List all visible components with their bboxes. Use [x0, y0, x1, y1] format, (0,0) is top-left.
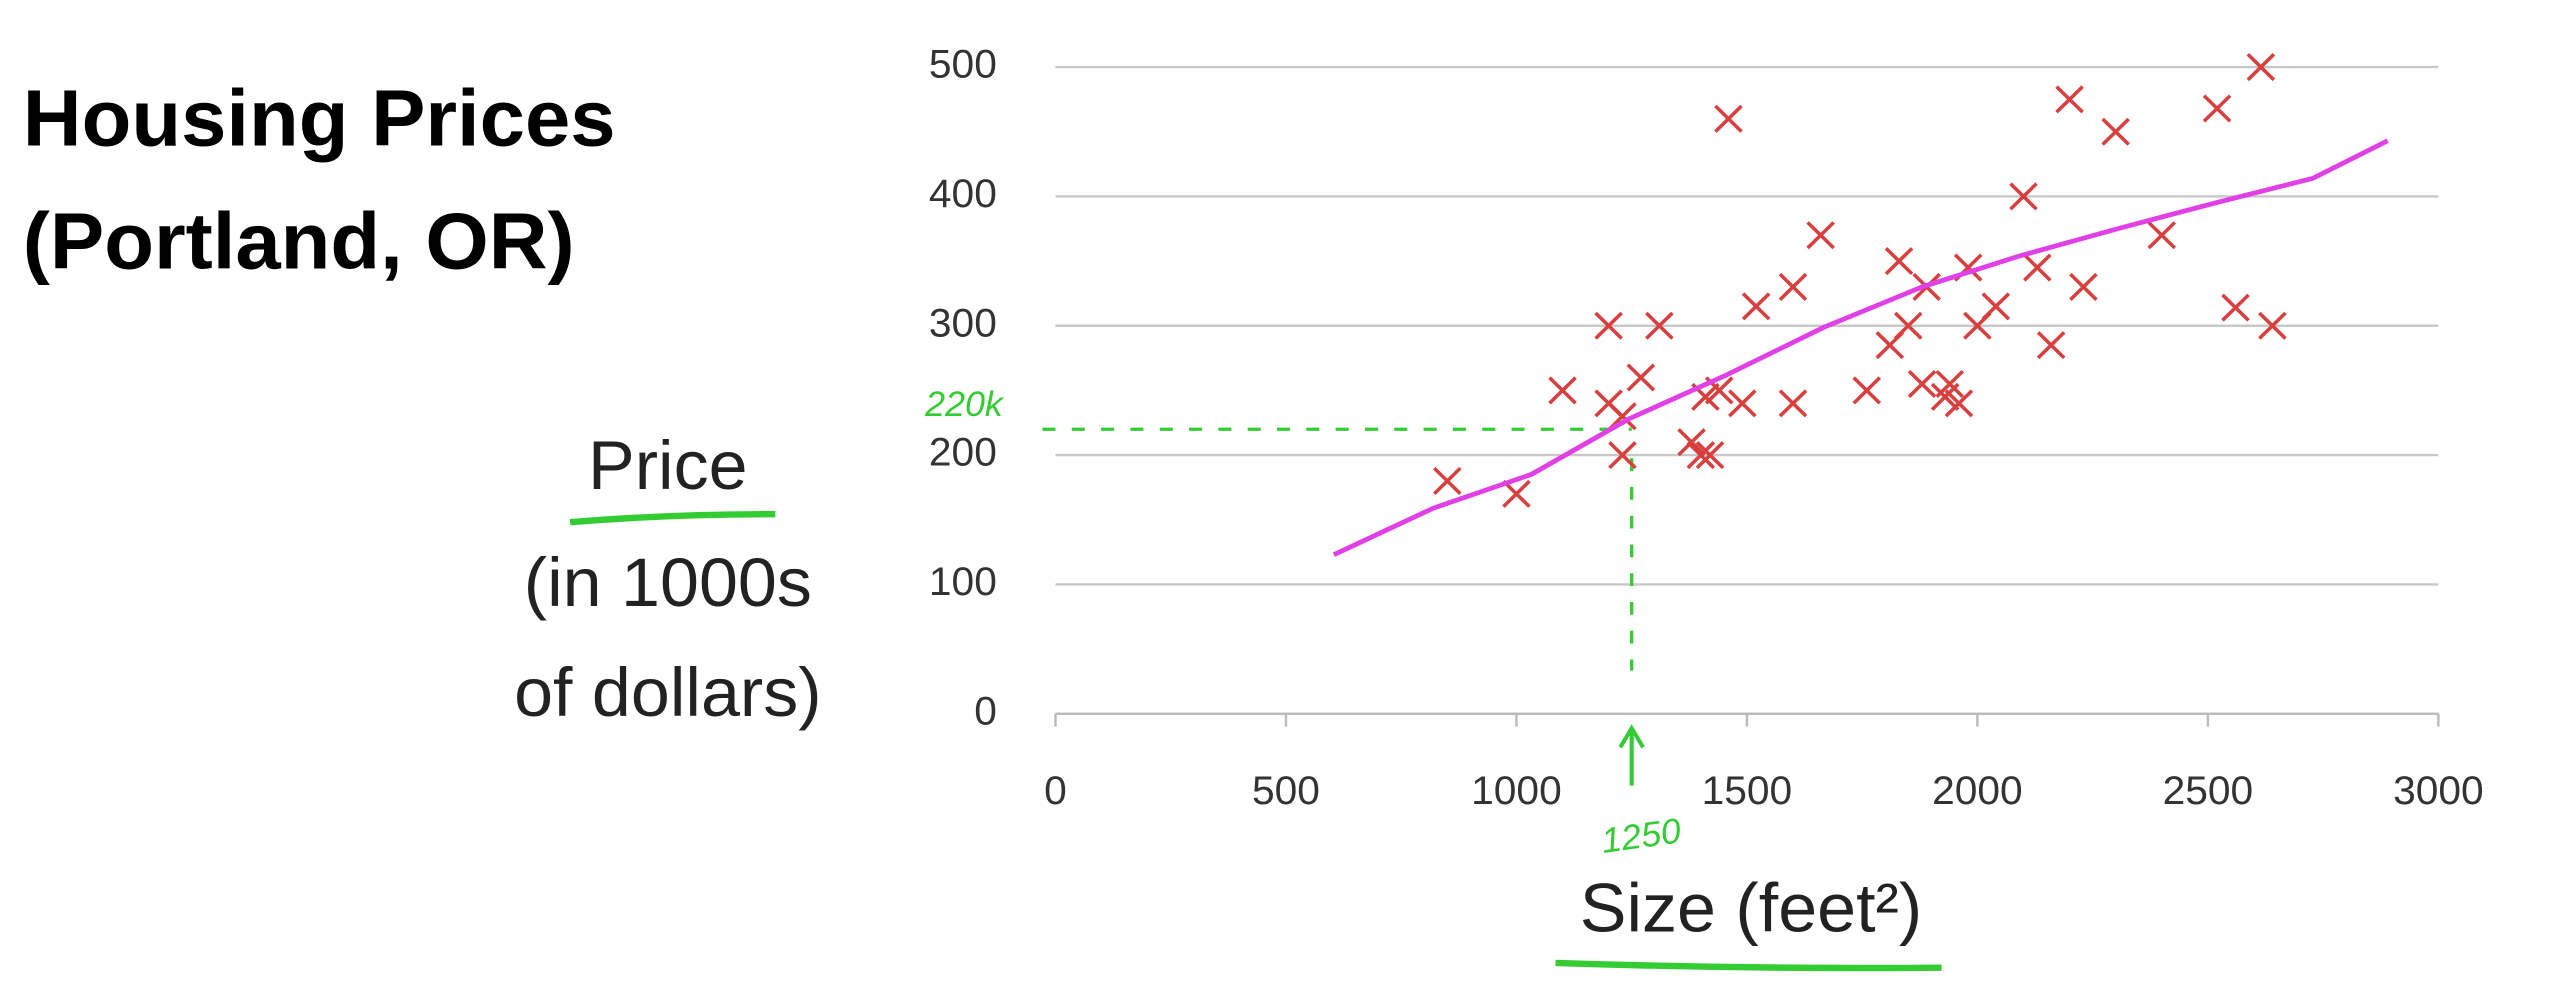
- point: [2202, 94, 2232, 123]
- y-axis-label: (in 1000s: [524, 543, 812, 620]
- point: [1981, 292, 2011, 321]
- point: [1907, 369, 1937, 398]
- x-tick-label: 3000: [2393, 768, 2484, 814]
- x-tick-label: 2500: [2163, 768, 2254, 814]
- point: [1695, 441, 1725, 470]
- x-tick-label: 0: [1044, 768, 1067, 814]
- x-tick-label: 1000: [1471, 768, 1562, 814]
- point: [1645, 311, 1674, 340]
- point: [1432, 466, 1462, 495]
- point: [2009, 182, 2038, 211]
- point: [1626, 363, 1656, 392]
- point: [1741, 292, 1771, 321]
- point: [1778, 389, 1808, 418]
- point: [1502, 479, 1531, 508]
- chart-title: (Portland, OR): [23, 197, 575, 286]
- point: [1893, 311, 1923, 340]
- y-axis-label: Price: [588, 427, 748, 504]
- point: [1852, 376, 1882, 405]
- y-tick-label: 300: [929, 300, 997, 346]
- point: [2036, 331, 2066, 360]
- x-tick-label: 1500: [1702, 768, 1793, 814]
- point: [1884, 247, 1914, 276]
- annotation: 220k: [924, 384, 1005, 424]
- fit-line: [1332, 138, 2389, 557]
- arrow: [1618, 724, 1645, 786]
- x-tick-label: 2000: [1932, 768, 2023, 814]
- y-tick-label: 400: [929, 170, 997, 216]
- chart-title: Housing Prices: [23, 74, 616, 163]
- point: [1778, 272, 1808, 301]
- point: [2147, 221, 2177, 250]
- y-tick-label: 200: [929, 429, 997, 475]
- point: [2246, 53, 2276, 82]
- point: [1714, 104, 1743, 133]
- annotation: 1250: [1599, 811, 1684, 861]
- y-tick-label: 100: [929, 558, 997, 604]
- point: [2101, 117, 2130, 146]
- point: [1806, 221, 1835, 250]
- point: [1944, 389, 1974, 418]
- x-tick-label: 500: [1252, 768, 1320, 814]
- point: [1677, 428, 1706, 457]
- underline: [1555, 959, 1942, 972]
- x-axis-label: Size (feet²): [1580, 869, 1922, 946]
- point: [2221, 293, 2250, 322]
- point: [1686, 441, 1716, 470]
- point: [1548, 376, 1577, 405]
- point: [2055, 85, 2084, 114]
- y-tick-label: 500: [929, 41, 997, 87]
- point: [1594, 311, 1623, 340]
- point: [1608, 441, 1637, 470]
- underline: [569, 510, 776, 526]
- point: [2023, 253, 2052, 282]
- y-tick-label: 0: [974, 688, 997, 734]
- point: [2069, 272, 2098, 301]
- point: [1935, 369, 1965, 398]
- point: [1728, 389, 1757, 418]
- y-axis-label: of dollars): [514, 654, 821, 731]
- point: [2258, 311, 2287, 340]
